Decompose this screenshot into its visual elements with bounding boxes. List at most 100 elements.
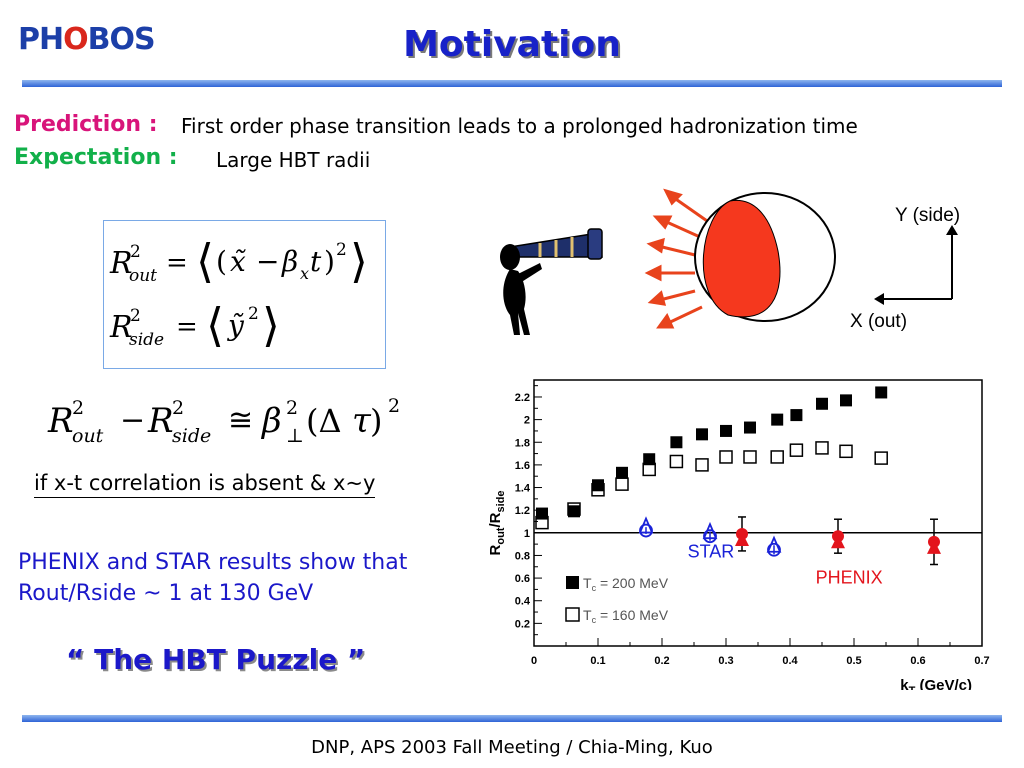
point-filled-square: [840, 394, 852, 407]
svg-text:x̃: x̃: [230, 245, 246, 278]
prediction-text: First order phase transition leads to a …: [181, 114, 858, 138]
plot-frame: [533, 379, 983, 647]
svg-text:2: 2: [286, 397, 298, 419]
point-filled-triangle: [735, 531, 749, 546]
x-tick-label: 0.1: [590, 655, 605, 667]
chart-annotations: STAR PHENIX: [688, 542, 883, 588]
x-tick-label: 0.4: [782, 655, 798, 667]
condition-text: if x-t correlation is absent & x∼y: [34, 471, 376, 498]
svg-text:≅: ≅: [228, 403, 253, 438]
svg-text:2: 2: [388, 395, 400, 417]
svg-text:2: 2: [248, 304, 259, 324]
svg-text:R: R: [47, 401, 74, 441]
svg-text:−: −: [256, 245, 279, 278]
x-tick-label: 0.3: [718, 655, 733, 667]
y-axis-label-text: Rout/Rside: [487, 491, 507, 556]
prediction-label: Prediction :: [14, 112, 158, 137]
point-open-square: [669, 454, 684, 469]
phobos-logo: PHOBOS: [18, 22, 156, 57]
point-open-square: [591, 483, 605, 497]
point-filled-square: [816, 397, 828, 410]
hbt-formula-graphic: R 2 out = ⟨ ( x̃ − β x t ) 2 ⟩ R 2 side …: [109, 234, 368, 352]
svg-text:2: 2: [130, 306, 141, 326]
x-tick-label: 0.2: [654, 655, 669, 667]
svg-text:β: β: [281, 245, 298, 278]
point-open-square: [535, 515, 549, 530]
point-open-square: [695, 458, 709, 472]
svg-text:(: (: [216, 245, 227, 278]
results-note: PHENIX and STAR results show that Rout/R…: [18, 547, 407, 609]
results-note-line-2: Rout/Rside ~ 1 at 130 GeV: [18, 581, 314, 606]
y-tick-label: 1.4: [515, 483, 531, 495]
emission-arrows: [644, 188, 711, 329]
y-tick-label: 0.8: [515, 550, 530, 562]
source-diagram: [500, 188, 836, 335]
legend-open-square: [565, 607, 580, 622]
svg-text:): ): [324, 245, 335, 278]
phenix-annotation: PHENIX: [816, 568, 883, 588]
point-filled-square: [720, 424, 732, 437]
point-filled-square: [771, 413, 784, 426]
svg-text:): ): [370, 402, 382, 440]
results-note-line-1: PHENIX and STAR results show that: [18, 550, 408, 575]
legend-label: Tc = 160 MeV: [583, 607, 669, 625]
x-axis-label: kT (GeV/c): [900, 677, 972, 690]
point-open-triangle: [702, 521, 718, 540]
x-tick-label: 0.5: [846, 655, 861, 667]
logo-part-2: O: [63, 22, 88, 57]
point-open-square: [770, 450, 784, 464]
point-filled-square: [670, 436, 683, 449]
svg-text:x: x: [300, 264, 309, 283]
svg-text:=: =: [176, 312, 198, 342]
point-filled-square: [790, 409, 803, 422]
y-tick-label: 2.2: [515, 392, 530, 404]
svg-text:side: side: [172, 425, 211, 447]
point-open-square: [743, 450, 757, 464]
y-tick-label: 1: [524, 528, 530, 540]
svg-text:⊥: ⊥: [286, 425, 304, 447]
svg-text:2: 2: [130, 242, 141, 262]
legend-filled-square: [566, 576, 579, 589]
point-open-square: [567, 502, 581, 516]
y-tick-label: 0.6: [515, 573, 530, 585]
point-filled-square: [744, 421, 756, 434]
svg-text:R: R: [109, 310, 133, 345]
svg-text:R: R: [147, 401, 174, 441]
point-filled-square: [536, 507, 548, 520]
svg-text:ỹ: ỹ: [226, 309, 245, 342]
point-filled-square: [696, 428, 708, 441]
point-filled-square: [643, 453, 656, 466]
point-filled-square: [875, 386, 888, 399]
y-axis-label: Rout/Rside: [487, 491, 507, 556]
point-open-square: [719, 450, 733, 464]
svg-text:2: 2: [72, 397, 84, 419]
point-open-square: [839, 444, 853, 459]
svg-text:⟨: ⟨: [206, 298, 224, 352]
y-tick-label: 0.2: [515, 618, 530, 630]
svg-text:2: 2: [336, 240, 347, 260]
point-filled-square: [616, 466, 628, 479]
expectation-text: Large HBT radii: [216, 148, 371, 172]
star-annotation: STAR: [688, 542, 735, 562]
svg-text:2: 2: [172, 397, 184, 419]
svg-text:t: t: [310, 245, 322, 278]
point-open-square: [874, 451, 888, 465]
axis-ticks: 0 0.1 0.2 0.3 0.4 0.5 0.6 0.7 0.2 0.4 0.6 0.8 1 1.2 1.…: [515, 385, 990, 667]
observer-figure: [500, 228, 603, 335]
x-tick-label: 0: [531, 655, 537, 667]
svg-text:⟩: ⟩: [350, 234, 368, 288]
point-open-triangle: [766, 535, 782, 553]
data-marks: [535, 386, 941, 566]
legend-label: Tc = 200 MeV: [583, 575, 669, 593]
hbt-formula-box: R 2 out = ⟨ ( x̃ − β x t ) 2 ⟩ R 2 side …: [103, 220, 386, 369]
svg-text:out: out: [72, 425, 104, 447]
y-tick-label: 0.4: [515, 596, 531, 608]
svg-text:side: side: [129, 330, 164, 350]
hbt-ratio-chart: 0 0.1 0.2 0.3 0.4 0.5 0.6 0.7 0.2 0.4 0.6 0.8 1 1.2 1.…: [487, 379, 990, 690]
svg-text:R: R: [109, 246, 133, 281]
top-divider: [22, 80, 1002, 87]
svg-text:β: β: [260, 401, 282, 441]
y-tick-label: 1.6: [515, 460, 530, 472]
x-axis-label-text: kT (GeV/c): [900, 677, 972, 690]
y-tick-label: 1.8: [515, 437, 530, 449]
